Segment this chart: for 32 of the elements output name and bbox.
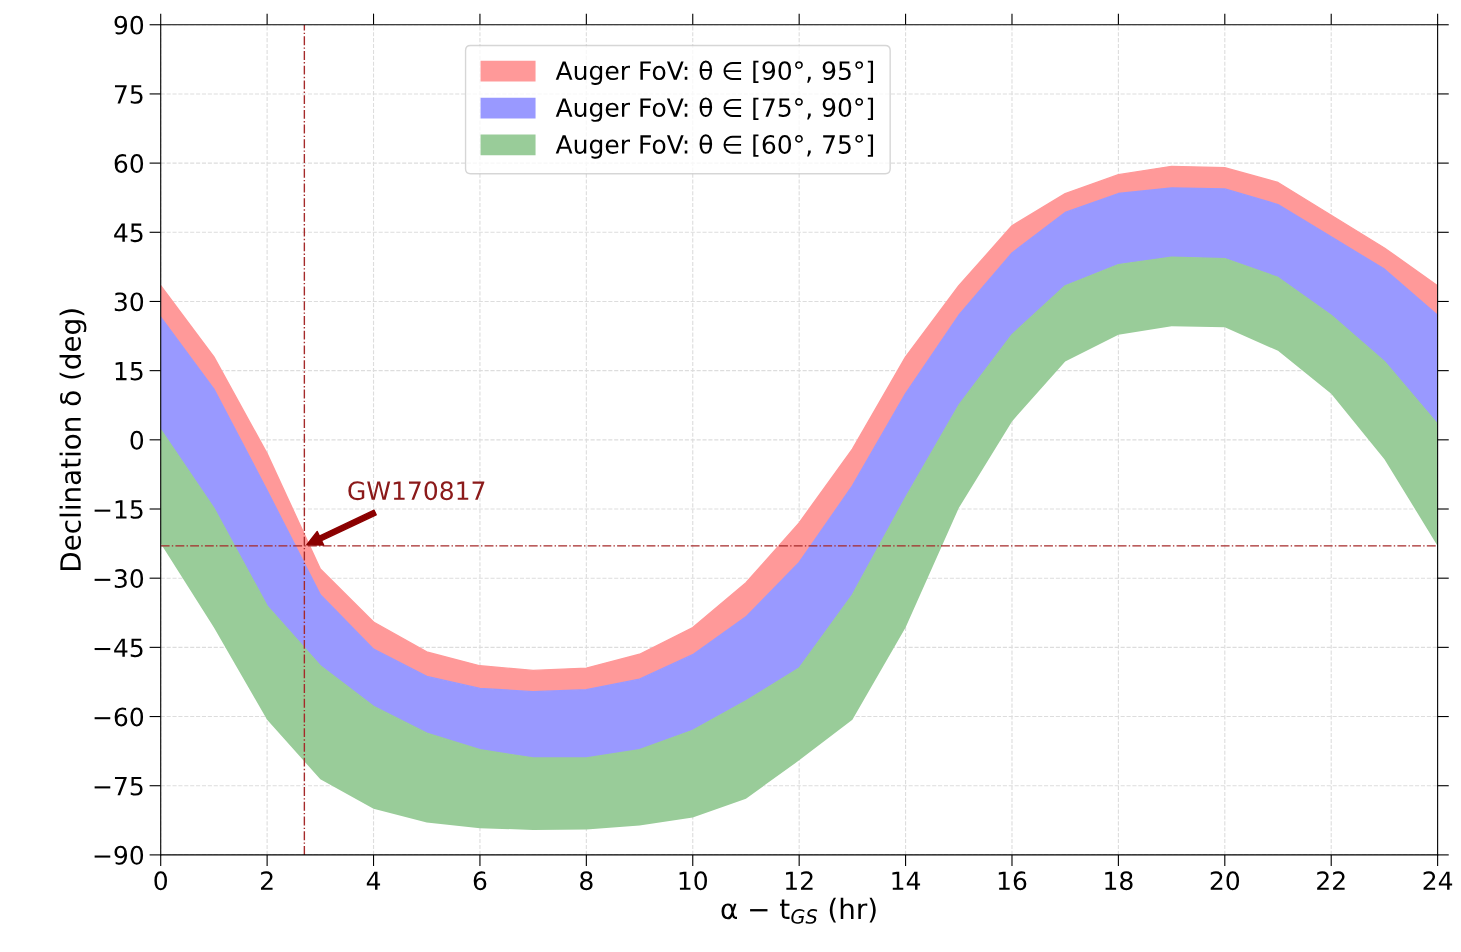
- y-tick-label: −90: [94, 845, 144, 865]
- x-tick-label: 16: [998, 871, 1027, 891]
- y-tick-label: −60: [94, 707, 144, 727]
- x-tick-label: 14: [892, 871, 921, 890]
- y-tick-label: 90: [114, 15, 144, 35]
- y-axis-title: Declination δ (deg): [59, 309, 87, 570]
- legend-label: Auger FoV: θ ∈ [60°, 75°]: [555, 134, 874, 159]
- y-tick-label: −75: [94, 776, 143, 796]
- y-tick-label: 30: [114, 292, 144, 312]
- legend-label: Auger FoV: θ ∈ [90°, 95°]: [555, 60, 874, 85]
- y-tick-label: 45: [114, 223, 143, 243]
- x-tick-label: 12: [786, 871, 813, 890]
- x-tick-label: 10: [679, 871, 707, 891]
- x-axis-title: α − t$_{GS}$ (hr): [721, 897, 876, 924]
- x-tick-label: 24: [1423, 871, 1453, 890]
- x-tick-label: 2: [261, 871, 273, 890]
- y-tick-label: −45: [94, 638, 143, 658]
- y-tick-label: 60: [114, 154, 144, 173]
- y-tick-label: 0: [130, 430, 144, 450]
- y-tick-label: −30: [94, 569, 144, 589]
- x-tick-label: 20: [1210, 871, 1240, 891]
- annotation: GW170817: [348, 481, 485, 501]
- x-tick-label: 22: [1317, 871, 1345, 890]
- legend-label: Auger FoV: θ ∈ [75°, 90°]: [555, 97, 874, 122]
- x-tick-label: 18: [1105, 871, 1133, 891]
- x-tick-label: 8: [580, 871, 593, 891]
- y-tick-label: 15: [115, 361, 143, 381]
- x-tick-label: 0: [154, 871, 167, 891]
- x-tick-label: 4: [366, 871, 381, 890]
- y-tick-label: 75: [114, 85, 143, 104]
- x-tick-label: 6: [473, 871, 487, 891]
- y-tick-label: −15: [94, 500, 143, 519]
